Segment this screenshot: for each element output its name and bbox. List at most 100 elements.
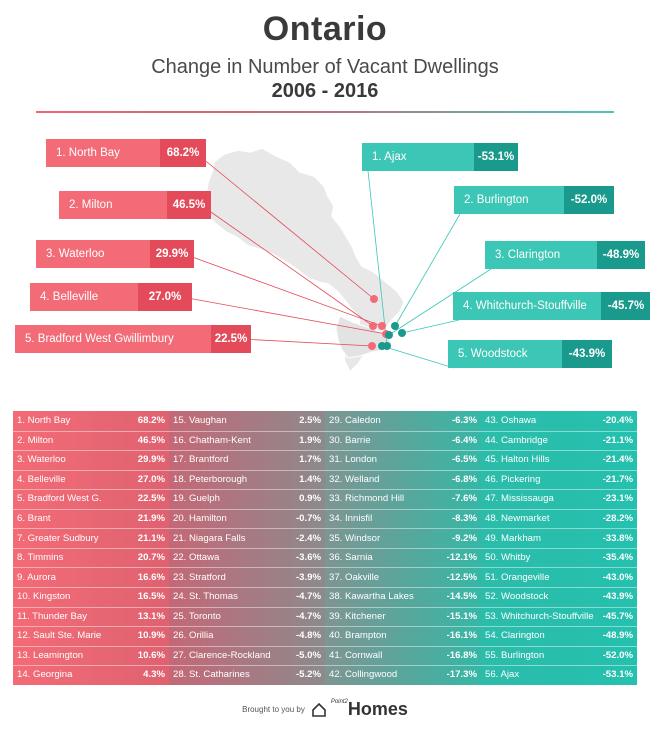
table-row: 12. Sault Ste. Marie 10.9% xyxy=(13,626,169,646)
map-dots xyxy=(368,295,406,350)
row-value: 27.0% xyxy=(137,473,165,485)
row-value: -4.8% xyxy=(295,630,321,642)
top-callout-2: 2. Milton 46.5% xyxy=(59,191,211,219)
year-range: 2006 - 2016 xyxy=(271,80,379,102)
row-label: 19. Guelph xyxy=(173,493,220,505)
table-row: 43. Oshawa -20.4% xyxy=(481,411,637,431)
table-row: 3. Waterloo 29.9% xyxy=(13,450,169,470)
row-value: -45.7% xyxy=(602,610,633,622)
table-row: 40. Brampton -16.1% xyxy=(325,626,481,646)
row-value: -4.7% xyxy=(295,591,321,603)
row-label: 25. Toronto xyxy=(173,610,221,622)
table-row: 34. Innisfil -8.3% xyxy=(325,509,481,529)
row-divider xyxy=(325,450,481,452)
increase-city-dot xyxy=(369,322,377,330)
ranking-table: 1. North Bay 68.2% 2. Milton 46.5% 3. Waterl… xyxy=(13,411,637,685)
table-row: 6. Brant 21.9% xyxy=(13,509,169,529)
table-row: 16. Chatham-Kent 1.9% xyxy=(169,431,325,451)
table-row: 31. London -6.5% xyxy=(325,450,481,470)
table-row: 19. Guelph 0.9% xyxy=(169,489,325,509)
row-divider xyxy=(13,528,169,530)
table-row: 1. North Bay 68.2% xyxy=(13,411,169,431)
row-divider xyxy=(169,606,325,608)
callout-name: 3. Clarington xyxy=(485,241,597,269)
page-title: Ontario xyxy=(262,10,388,48)
table-row: 27. Clarence-Rockland -5.0% xyxy=(169,646,325,666)
row-label: 47. Mississauga xyxy=(485,493,554,505)
row-label: 18. Peterborough xyxy=(173,473,248,485)
row-label: 2. Milton xyxy=(17,434,54,446)
row-label: 22. Ottawa xyxy=(173,552,220,564)
row-value: -21.4% xyxy=(602,454,633,466)
row-divider xyxy=(325,489,481,491)
table-row: 21. Niagara Falls -2.4% xyxy=(169,528,325,548)
table-row: 14. Georgina 4.3% xyxy=(13,665,169,685)
row-value: -7.6% xyxy=(451,493,477,505)
callout-value: 68.2% xyxy=(160,139,206,167)
table-row: 36. Sarnia -12.1% xyxy=(325,548,481,568)
connector-line xyxy=(181,296,387,335)
bottom-callout-1: 1. Ajax -53.1% xyxy=(362,143,518,171)
row-divider xyxy=(481,665,637,667)
table-row: 20. Hamilton -0.7% xyxy=(169,509,325,529)
row-label: 26. Orillia xyxy=(173,630,214,642)
table-row: 54. Clarington -48.9% xyxy=(481,626,637,646)
bottom-callout-4: 4. Whitchurch-Stouffville -45.7% xyxy=(453,292,650,320)
callout-value: 29.9% xyxy=(150,240,194,268)
row-value: 1.7% xyxy=(299,454,321,466)
row-value: 0.9% xyxy=(299,493,321,505)
callout-value: -53.1% xyxy=(474,143,518,171)
row-value: -9.2% xyxy=(451,532,477,544)
row-divider xyxy=(481,508,637,510)
row-divider xyxy=(13,626,169,628)
callout-name: 1. North Bay xyxy=(46,139,160,167)
row-value: -52.0% xyxy=(602,649,633,661)
table-row: 33. Richmond Hill -7.6% xyxy=(325,489,481,509)
row-value: -14.5% xyxy=(446,591,477,603)
row-value: -17.3% xyxy=(446,669,477,681)
row-value: -2.4% xyxy=(295,532,321,544)
row-label: 43. Oshawa xyxy=(485,415,537,427)
row-label: 29. Caledon xyxy=(329,415,381,427)
table-row: 56. Ajax -53.1% xyxy=(481,665,637,685)
table-row: 11. Thunder Bay 13.1% xyxy=(13,607,169,627)
row-value: -6.8% xyxy=(451,473,477,485)
row-divider xyxy=(169,547,325,549)
row-label: 24. St. Thomas xyxy=(173,591,238,603)
row-label: 49. Markham xyxy=(485,532,541,544)
table-row: 29. Caledon -6.3% xyxy=(325,411,481,431)
row-label: 20. Hamilton xyxy=(173,513,227,524)
row-label: 32. Welland xyxy=(329,473,380,485)
row-value: -28.2% xyxy=(602,513,633,524)
row-divider xyxy=(169,450,325,452)
row-divider xyxy=(169,645,325,647)
row-divider xyxy=(325,430,481,432)
table-row: 38. Kawartha Lakes -14.5% xyxy=(325,587,481,607)
connector-line xyxy=(367,170,388,347)
row-label: 3. Waterloo xyxy=(17,454,66,466)
table-row: 46. Pickering -21.7% xyxy=(481,470,637,490)
row-value: -16.1% xyxy=(446,630,477,642)
row-value: -35.4% xyxy=(602,552,633,564)
row-label: 36. Sarnia xyxy=(329,552,373,564)
connector-line xyxy=(240,338,373,347)
row-value: -5.0% xyxy=(295,649,321,661)
row-label: 15. Vaughan xyxy=(173,415,227,427)
row-label: 48. Newmarket xyxy=(485,513,550,524)
row-label: 28. St. Catharines xyxy=(173,669,250,681)
callout-name: 4. Belleville xyxy=(30,283,138,311)
row-label: 35. Windsor xyxy=(329,532,381,544)
row-value: -6.4% xyxy=(451,434,477,446)
row-divider xyxy=(169,626,325,628)
row-divider xyxy=(169,586,325,588)
table-row: 39. Kitchener -15.1% xyxy=(325,607,481,627)
table-row: 51. Orangeville -43.0% xyxy=(481,567,637,587)
table-row: 44. Cambridge -21.1% xyxy=(481,431,637,451)
ontario-map xyxy=(181,147,492,374)
callout-value: -45.7% xyxy=(601,292,650,320)
row-divider xyxy=(169,665,325,667)
row-label: 50. Whitby xyxy=(485,552,531,564)
row-divider xyxy=(13,508,169,510)
table-row: 41. Cornwall -16.8% xyxy=(325,646,481,666)
increase-city-dot xyxy=(370,295,378,303)
